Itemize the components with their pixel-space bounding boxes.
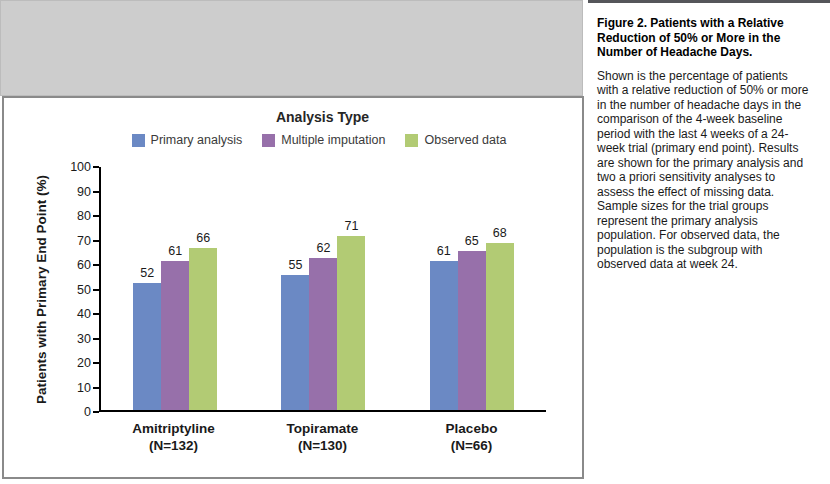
plot-area: 526166556271616568 [99, 167, 546, 412]
bar-placebo-primary-analysis: 61 [430, 261, 458, 410]
bar-group-amitriptyline: 526166 [133, 248, 217, 410]
y-tick-20: 20 [77, 356, 99, 371]
figure-caption-title: Figure 2. Patients with a Relative Reduc… [597, 16, 812, 60]
legend-swatch-observed-data [405, 134, 418, 147]
y-tick-label-30: 30 [77, 332, 91, 346]
bar-value-topiramate-multiple-imputation: 62 [317, 241, 331, 255]
chart-legend: Primary analysis Multiple imputation Obser… [89, 133, 549, 147]
y-tick-80: 80 [77, 209, 99, 224]
bar-amitriptyline-observed-data: 66 [189, 248, 217, 410]
y-tick-label-60: 60 [77, 258, 91, 272]
y-tick-90: 90 [77, 184, 99, 199]
x-category-label-topiramate: Topiramate (N=130) [248, 420, 397, 454]
legend-item-multiple-imputation: Multiple imputation [262, 133, 385, 147]
bar-amitriptyline-primary-analysis: 52 [133, 283, 161, 410]
y-axis: 0102030405060708090100 [4, 167, 99, 412]
bar-placebo-multiple-imputation: 65 [458, 251, 486, 410]
y-tick-label-70: 70 [77, 234, 91, 248]
legend-label-observed-data: Observed data [424, 133, 506, 147]
chart-legend-title: Analysis Type [99, 109, 546, 125]
y-tick-70: 70 [77, 233, 99, 248]
bar-amitriptyline-multiple-imputation: 61 [161, 261, 189, 410]
legend-swatch-multiple-imputation [262, 134, 275, 147]
redacted-image-placeholder [0, 0, 583, 96]
y-tick-60: 60 [77, 258, 99, 273]
bar-topiramate-primary-analysis: 55 [281, 275, 309, 410]
legend-swatch-primary-analysis [132, 134, 145, 147]
y-tick-label-100: 100 [70, 160, 91, 174]
bar-value-topiramate-primary-analysis: 55 [289, 258, 303, 272]
bar-group-placebo: 616568 [430, 243, 514, 410]
x-axis-labels: Amitriptyline (N=132)Topiramate (N=130)P… [99, 420, 546, 454]
y-tick-30: 30 [77, 331, 99, 346]
y-tick-100: 100 [70, 160, 99, 175]
y-tick-label-80: 80 [77, 209, 91, 223]
bar-placebo-observed-data: 68 [486, 243, 514, 410]
y-tick-label-0: 0 [84, 405, 91, 419]
y-tick-label-20: 20 [77, 356, 91, 370]
y-tick-40: 40 [77, 307, 99, 322]
bar-value-placebo-observed-data: 68 [493, 226, 507, 240]
y-tick-label-10: 10 [77, 381, 91, 395]
figure-caption: Figure 2. Patients with a Relative Reduc… [588, 0, 830, 484]
bar-value-amitriptyline-primary-analysis: 52 [140, 266, 154, 280]
y-tick-label-50: 50 [77, 283, 91, 297]
bar-topiramate-multiple-imputation: 62 [309, 258, 337, 410]
figure-page: Analysis Type Primary analysis Multiple i… [0, 0, 830, 484]
y-tick-0: 0 [84, 405, 99, 420]
bar-group-topiramate: 556271 [281, 236, 365, 410]
legend-label-primary-analysis: Primary analysis [151, 133, 243, 147]
legend-item-observed-data: Observed data [405, 133, 506, 147]
y-tick-50: 50 [77, 282, 99, 297]
bar-value-topiramate-observed-data: 71 [345, 219, 359, 233]
bar-topiramate-observed-data: 71 [337, 236, 365, 410]
bar-chart-panel: Analysis Type Primary analysis Multiple i… [2, 96, 584, 479]
bar-groups: 526166556271616568 [101, 167, 546, 410]
legend-label-multiple-imputation: Multiple imputation [281, 133, 385, 147]
x-category-label-placebo: Placebo (N=66) [397, 420, 546, 454]
bar-value-placebo-multiple-imputation: 65 [465, 234, 479, 248]
legend-item-primary-analysis: Primary analysis [132, 133, 243, 147]
bar-value-placebo-primary-analysis: 61 [437, 244, 451, 258]
y-tick-10: 10 [77, 380, 99, 395]
bar-value-amitriptyline-multiple-imputation: 61 [168, 244, 182, 258]
y-tick-label-40: 40 [77, 307, 91, 321]
x-category-label-amitriptyline: Amitriptyline (N=132) [99, 420, 248, 454]
figure-caption-body: Shown is the percentage of patients with… [597, 69, 810, 272]
bar-value-amitriptyline-observed-data: 66 [196, 231, 210, 245]
y-tick-label-90: 90 [77, 185, 91, 199]
